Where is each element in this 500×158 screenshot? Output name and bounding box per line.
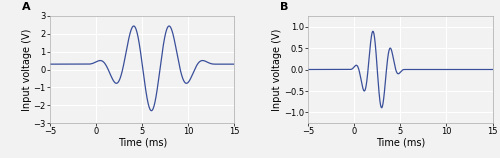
X-axis label: Time (ms): Time (ms) <box>118 138 167 148</box>
Y-axis label: Input voltage (V): Input voltage (V) <box>272 28 282 111</box>
Text: B: B <box>280 2 289 12</box>
Y-axis label: Input voltage (V): Input voltage (V) <box>22 28 32 111</box>
Text: A: A <box>22 2 31 12</box>
X-axis label: Time (ms): Time (ms) <box>376 138 425 148</box>
